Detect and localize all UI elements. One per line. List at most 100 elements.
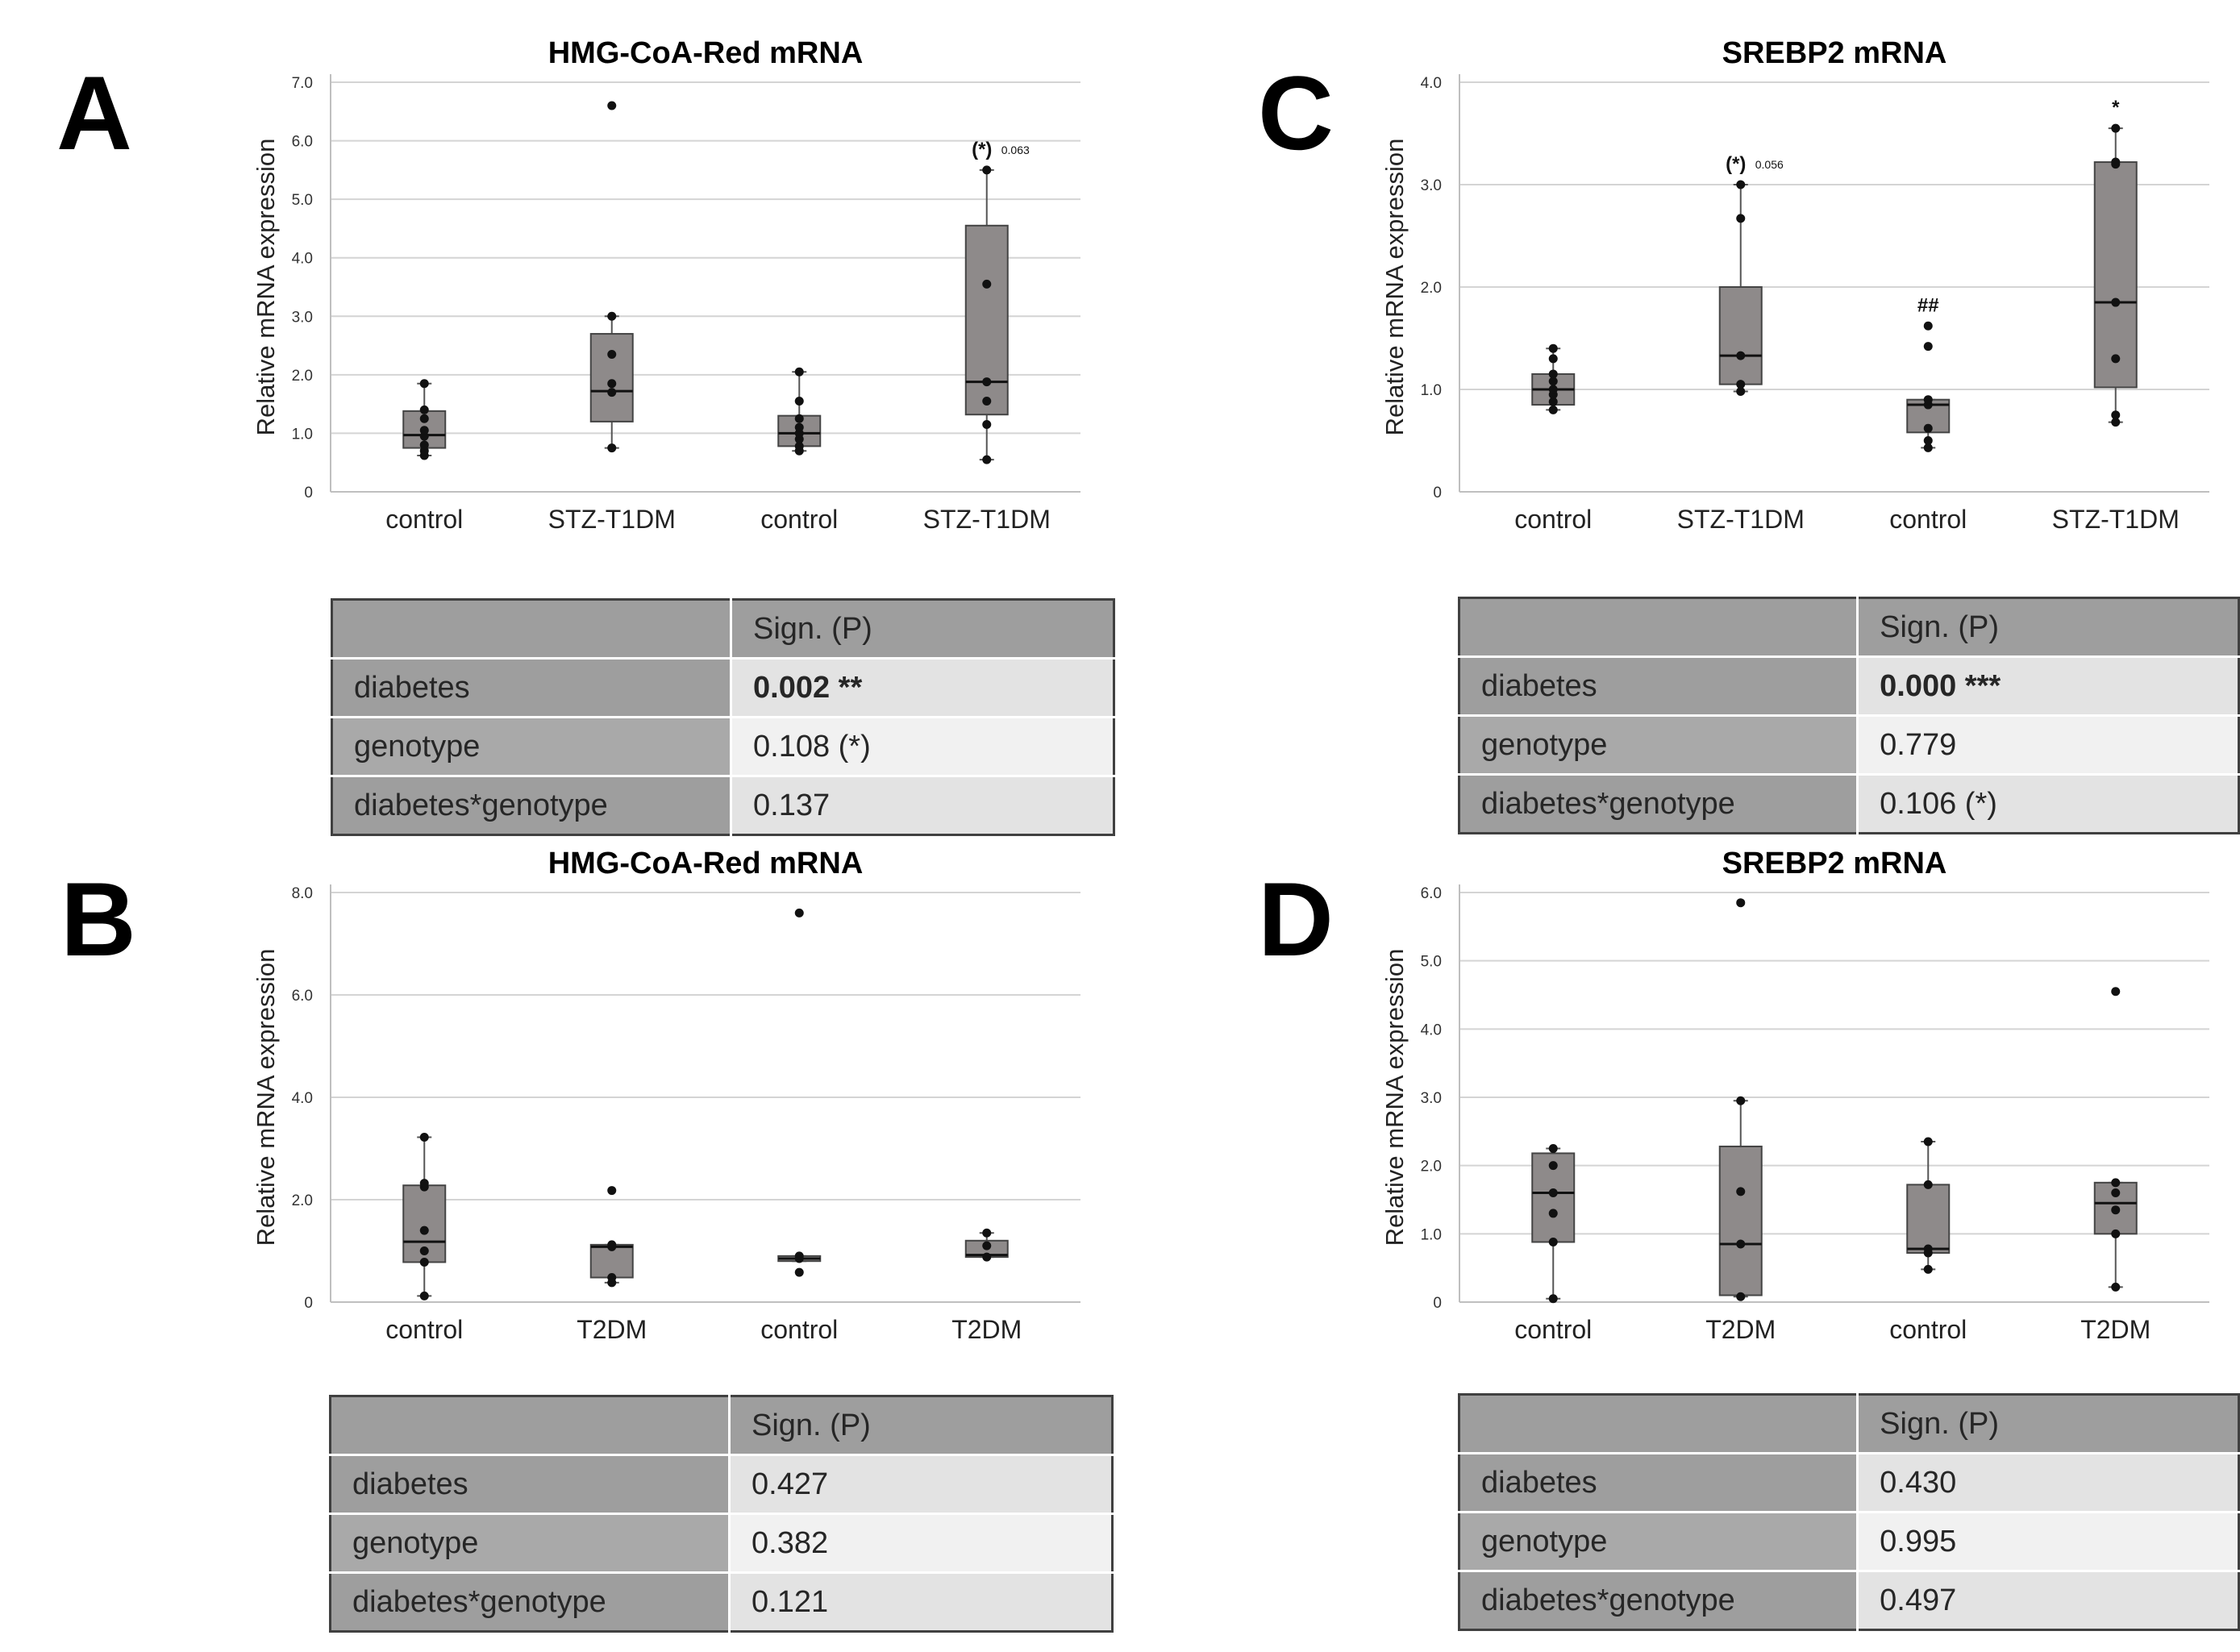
y-tick-label: 8.0 bbox=[292, 885, 313, 902]
p-value: 0.002 bbox=[753, 670, 831, 705]
data-point bbox=[1736, 1096, 1746, 1105]
data-point bbox=[419, 426, 429, 435]
y-tick-label: 1.0 bbox=[1421, 382, 1442, 399]
data-point bbox=[419, 1257, 429, 1267]
row-label: diabetes bbox=[331, 657, 732, 718]
row-value: 0.430 bbox=[1856, 1452, 2239, 1513]
chart-panel-c: SREBP2 mRNA 0 1.0 2.0 3.0 4.0 Relative mRNA ex… bbox=[1380, 36, 2209, 534]
row-label: diabetes bbox=[330, 1454, 731, 1515]
data-point bbox=[607, 379, 617, 389]
row-label: genotype bbox=[331, 716, 732, 777]
y-axis-label: Relative mRNA expression bbox=[1380, 949, 1409, 1246]
data-point bbox=[1923, 1264, 1933, 1274]
chart-title: SREBP2 mRNA bbox=[1722, 36, 1947, 70]
data-point bbox=[1923, 436, 1933, 445]
x-category-label: control bbox=[760, 505, 838, 534]
y-tick-label: 2.0 bbox=[1421, 1159, 1442, 1176]
header-sign-cell: Sign. (P) bbox=[730, 599, 1114, 660]
data-point bbox=[794, 1251, 804, 1261]
x-category-label: T2DM bbox=[951, 1315, 1022, 1344]
row-label: diabetes*genotype bbox=[331, 775, 732, 835]
data-point bbox=[794, 414, 804, 423]
data-point bbox=[982, 420, 992, 430]
row-label: diabetes bbox=[1459, 1452, 1859, 1513]
data-point bbox=[1548, 354, 1558, 364]
x-category-label: STZ-T1DM bbox=[2052, 505, 2180, 534]
y-tick-label: 4.0 bbox=[292, 251, 313, 268]
annotation-p-value: 0.056 bbox=[1755, 158, 1784, 171]
data-point bbox=[607, 1273, 617, 1283]
box bbox=[1531, 1152, 1576, 1243]
data-point bbox=[794, 422, 804, 432]
y-tick-label: 1.0 bbox=[1421, 1226, 1442, 1243]
data-point bbox=[1923, 1244, 1933, 1254]
box bbox=[589, 333, 634, 422]
y-tick-label: 1.0 bbox=[292, 426, 313, 443]
data-point bbox=[1548, 1209, 1558, 1218]
x-category-label: STZ-T1DM bbox=[923, 505, 1051, 534]
y-tick-label: 7.0 bbox=[292, 75, 313, 92]
box bbox=[1906, 1184, 1951, 1255]
row-value: 0.779 bbox=[1856, 714, 2239, 776]
y-tick-label: 2.0 bbox=[292, 1192, 313, 1209]
data-point bbox=[794, 441, 804, 451]
data-point bbox=[1736, 1292, 1746, 1301]
row-value: 0.000 *** bbox=[1856, 655, 2239, 717]
y-axis-label: Relative mRNA expression bbox=[1380, 139, 1409, 436]
significance-mark: *** bbox=[1956, 668, 2001, 703]
chart-title: SREBP2 mRNA bbox=[1722, 847, 1947, 880]
x-category-label: control bbox=[760, 1315, 838, 1344]
header-sign-cell: Sign. (P) bbox=[1856, 597, 2239, 658]
significance-annotation: * bbox=[2112, 97, 2120, 119]
y-tick-label: 4.0 bbox=[292, 1090, 313, 1107]
x-category-label: T2DM bbox=[577, 1315, 647, 1344]
header-empty-cell bbox=[330, 1396, 731, 1456]
data-point bbox=[794, 397, 804, 406]
y-tick-label: 0 bbox=[304, 485, 313, 501]
header-empty-cell bbox=[1459, 597, 1859, 658]
data-point bbox=[1548, 397, 1558, 406]
data-point bbox=[1923, 1180, 1933, 1189]
header-empty-cell bbox=[331, 599, 732, 660]
y-tick-label: 6.0 bbox=[292, 988, 313, 1005]
x-category-label: T2DM bbox=[2080, 1315, 2150, 1344]
data-point bbox=[607, 388, 617, 397]
significance-annotation: ## bbox=[1917, 294, 1939, 316]
y-tick-label: 0 bbox=[1433, 485, 1442, 501]
chart-panel-a: HMG-CoA-Red mRNA 0 1.0 2.0 3.0 4.0 5.0 6.0 7.0 Re… bbox=[252, 36, 1080, 534]
y-tick-label: 3.0 bbox=[1421, 177, 1442, 194]
data-point bbox=[1736, 380, 1746, 389]
data-point bbox=[1548, 1294, 1558, 1304]
data-point bbox=[982, 165, 992, 175]
x-category-label: control bbox=[1514, 1315, 1592, 1344]
y-tick-label: 3.0 bbox=[292, 309, 313, 326]
panel-letter-d: D bbox=[1258, 860, 1334, 978]
data-point bbox=[982, 377, 992, 387]
data-point bbox=[2111, 1188, 2121, 1198]
y-tick-label: 5.0 bbox=[292, 192, 313, 209]
data-point bbox=[982, 397, 992, 406]
row-label: diabetes*genotype bbox=[1459, 1570, 1859, 1630]
data-point bbox=[1548, 405, 1558, 414]
data-point bbox=[1923, 321, 1933, 331]
data-point bbox=[2111, 1205, 2121, 1215]
data-point bbox=[1736, 180, 1746, 189]
header-empty-cell bbox=[1459, 1394, 1859, 1454]
row-value: 0.995 bbox=[1856, 1511, 2239, 1572]
box bbox=[1718, 1145, 1763, 1296]
data-point bbox=[1548, 1144, 1558, 1153]
data-point bbox=[1923, 443, 1933, 452]
row-value: 0.497 bbox=[1856, 1570, 2239, 1630]
data-point bbox=[419, 379, 429, 389]
x-category-label: control bbox=[1514, 505, 1592, 534]
panel-letter-c: C bbox=[1258, 54, 1334, 172]
row-value: 0.427 bbox=[728, 1454, 1113, 1515]
box bbox=[2093, 161, 2138, 389]
x-category-label: control bbox=[385, 505, 463, 534]
data-point bbox=[1923, 423, 1933, 433]
data-point bbox=[607, 1240, 617, 1250]
data-point bbox=[982, 1252, 992, 1262]
data-point bbox=[1736, 1239, 1746, 1249]
row-label: diabetes*genotype bbox=[330, 1571, 731, 1632]
row-label: genotype bbox=[330, 1513, 731, 1574]
